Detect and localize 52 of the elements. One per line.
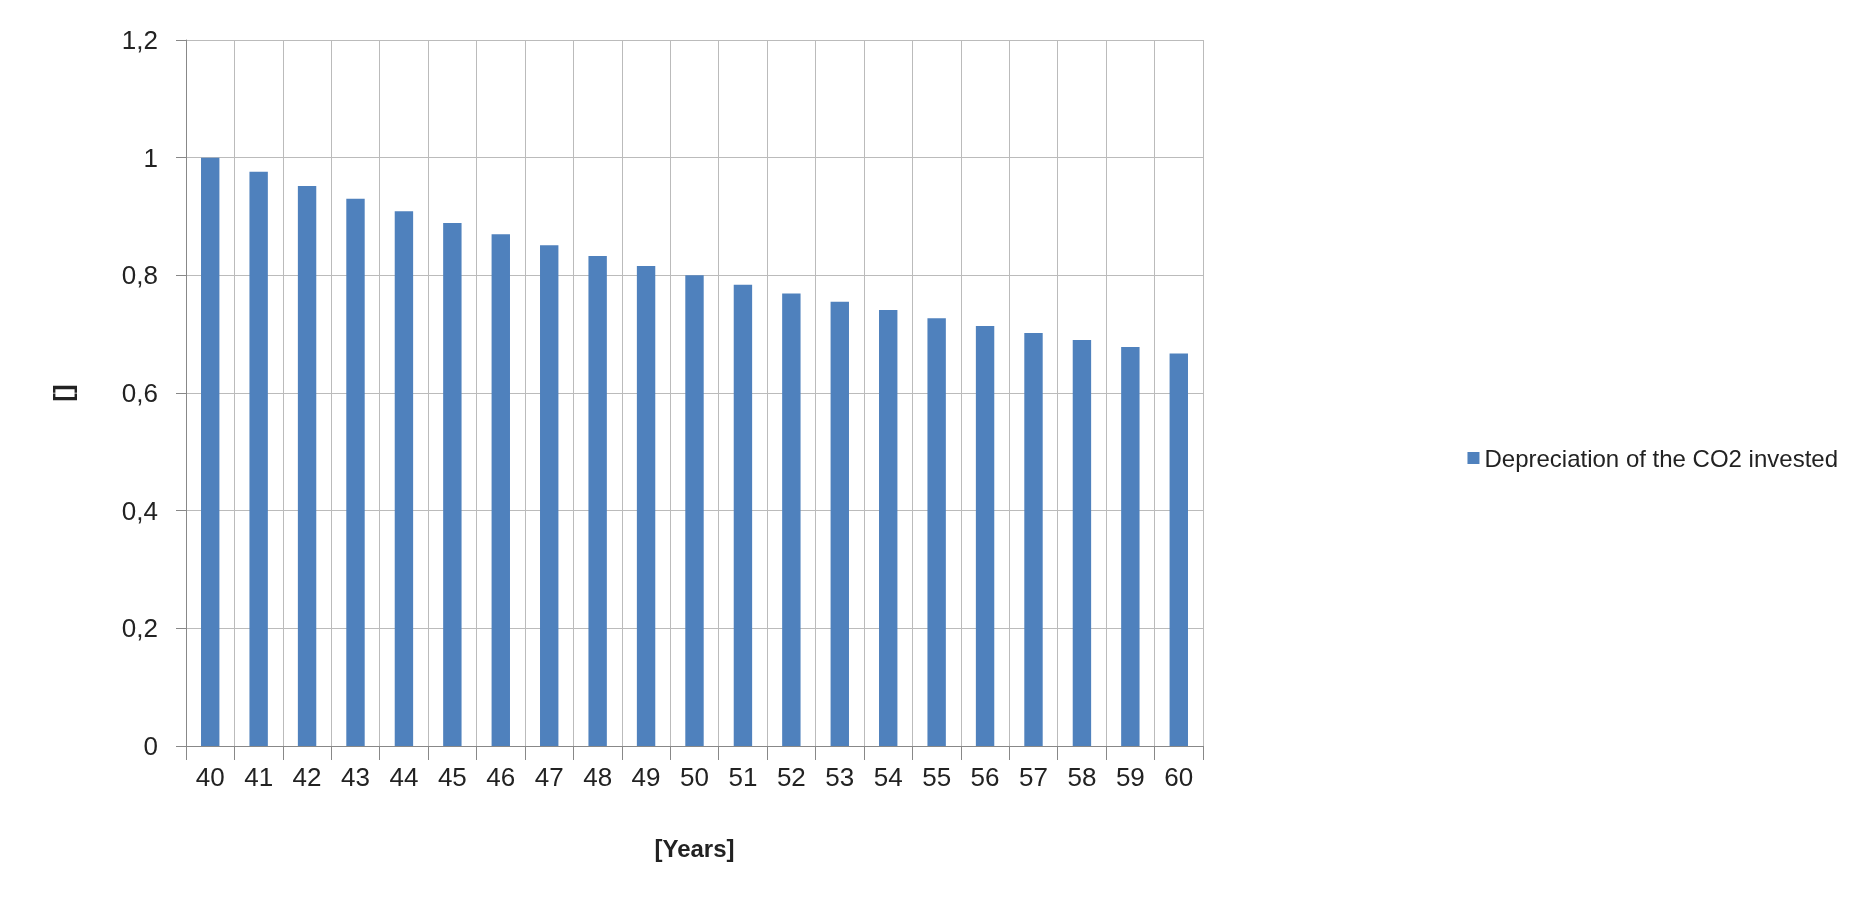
x-axis-title: [Years] <box>654 834 735 862</box>
y-tick-label: 0,8 <box>121 260 158 291</box>
bar <box>636 265 656 746</box>
x-tick-label: 57 <box>1019 762 1048 792</box>
y-tick-label: 0,2 <box>121 613 158 644</box>
x-tick-label: 41 <box>244 762 274 792</box>
x-tick-label: 56 <box>970 762 1000 792</box>
y-tick-label: 1,2 <box>121 25 158 55</box>
x-tick-label: 43 <box>341 762 370 792</box>
y-tick-label: 0,4 <box>121 495 158 526</box>
x-tick-label: 51 <box>728 762 758 792</box>
bar <box>1072 340 1092 746</box>
y-axis-title: [] <box>48 384 78 402</box>
x-tick-label: 50 <box>680 762 709 792</box>
x-tick-label: 59 <box>1115 762 1145 792</box>
x-tick-label: 53 <box>825 762 855 792</box>
bar <box>1121 347 1140 746</box>
bar <box>782 293 801 746</box>
x-tick-label: 54 <box>873 762 903 792</box>
bar <box>733 284 753 746</box>
bar <box>443 222 462 746</box>
x-tick-label: 55 <box>922 762 952 792</box>
bar <box>297 185 317 746</box>
x-tick-label: 52 <box>776 762 806 792</box>
x-tick-label: 58 <box>1067 762 1097 792</box>
y-tick-label: 1 <box>143 142 158 173</box>
x-tick-label: 40 <box>195 762 225 792</box>
bar <box>830 301 849 746</box>
x-tick-label: 60 <box>1164 762 1194 792</box>
bar <box>1024 332 1043 746</box>
x-tick-label: 48 <box>583 762 613 792</box>
bar <box>201 157 220 746</box>
bar <box>346 198 365 746</box>
bar <box>249 171 268 746</box>
bar <box>975 325 995 746</box>
x-tick-label: 47 <box>534 762 564 792</box>
bar <box>540 245 559 746</box>
x-tick-label: 46 <box>486 762 516 792</box>
bar <box>394 211 414 746</box>
bar <box>685 275 704 746</box>
x-tick-label: 42 <box>292 762 322 792</box>
bar <box>491 234 510 746</box>
y-tick-label: 0 <box>143 731 158 761</box>
x-tick-label: 49 <box>631 762 661 792</box>
bar <box>927 318 946 746</box>
y-tick-label: 0,6 <box>121 378 158 408</box>
x-tick-label: 44 <box>389 762 419 792</box>
x-tick-label: 45 <box>437 762 467 792</box>
bar <box>588 255 607 746</box>
bar <box>1169 353 1188 746</box>
bar <box>879 310 898 746</box>
legend-label: Depreciation of the CO2 invested <box>1484 444 1838 472</box>
